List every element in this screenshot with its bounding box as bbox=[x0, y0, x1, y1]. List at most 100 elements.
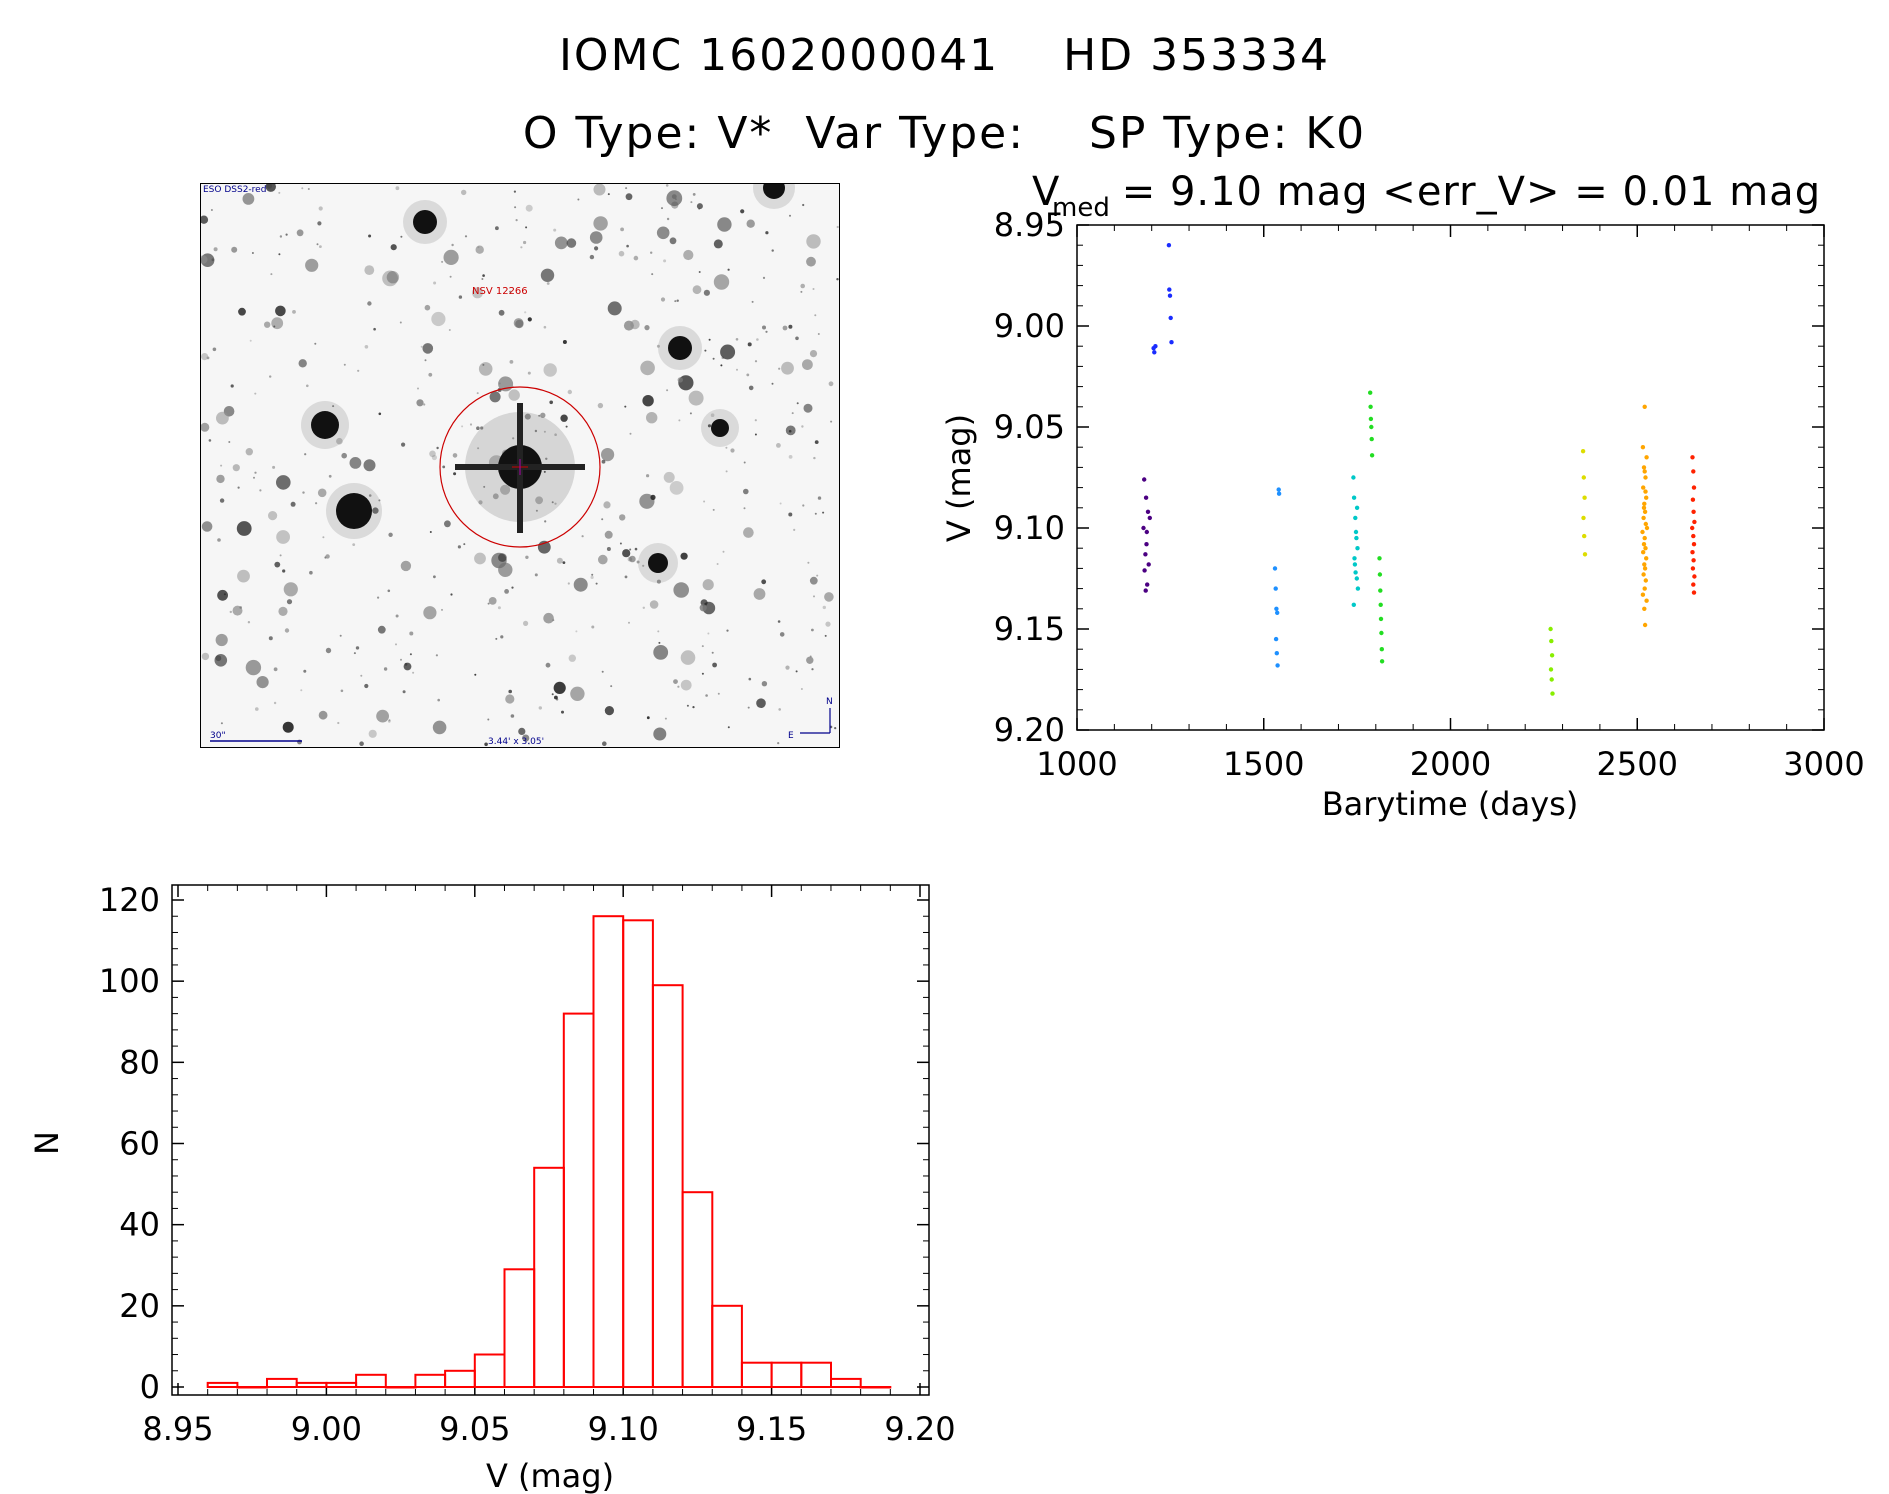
sky-star bbox=[618, 250, 625, 257]
sky-star bbox=[692, 706, 695, 709]
sky-star bbox=[302, 491, 305, 494]
sky-star bbox=[325, 554, 330, 559]
sky-star bbox=[364, 345, 369, 349]
sky-star bbox=[800, 688, 803, 690]
sky-star bbox=[538, 706, 542, 710]
y-tick-label: 120 bbox=[99, 881, 160, 919]
sky-star bbox=[478, 500, 483, 505]
sky-star bbox=[540, 268, 555, 282]
sky-star bbox=[743, 527, 754, 538]
histogram-bar bbox=[444, 1369, 476, 1389]
sky-star bbox=[524, 413, 531, 420]
sky-star bbox=[282, 721, 294, 733]
sky-star bbox=[200, 422, 210, 432]
sky-star bbox=[228, 441, 231, 443]
y-tick-label: 40 bbox=[119, 1206, 160, 1244]
sky-star bbox=[802, 504, 805, 507]
sky-star bbox=[245, 448, 253, 456]
histogram-bar bbox=[266, 1377, 298, 1389]
sky-star bbox=[429, 531, 432, 533]
sky-star bbox=[591, 573, 594, 576]
sky-star bbox=[680, 552, 688, 560]
sky-star bbox=[813, 456, 816, 460]
target-circle bbox=[439, 386, 601, 548]
data-point bbox=[1641, 542, 1647, 547]
sky-star bbox=[245, 659, 262, 676]
y-tick-label: 8.95 bbox=[994, 206, 1065, 244]
sky-star bbox=[717, 217, 732, 232]
data-point bbox=[1691, 533, 1696, 539]
sky-star bbox=[268, 636, 273, 641]
sky-star bbox=[424, 304, 431, 311]
sky-star bbox=[800, 283, 805, 289]
sky-star bbox=[707, 424, 712, 428]
sky-star bbox=[822, 511, 825, 514]
sky-star bbox=[660, 297, 666, 302]
sky-star bbox=[270, 273, 273, 276]
sky-star bbox=[781, 361, 794, 375]
data-point bbox=[1147, 515, 1153, 521]
sky-star bbox=[604, 706, 614, 716]
data-point bbox=[1377, 572, 1383, 577]
sky-star bbox=[451, 243, 454, 247]
sky-star bbox=[554, 236, 568, 250]
sky-star bbox=[319, 245, 322, 248]
data-point bbox=[1152, 350, 1157, 355]
sky-star bbox=[736, 368, 738, 371]
sky-star bbox=[779, 632, 785, 637]
sky-star bbox=[201, 521, 213, 532]
sky-star bbox=[735, 338, 739, 341]
light-curve-title-main: V bbox=[1032, 169, 1060, 215]
histogram-bar bbox=[236, 1386, 269, 1389]
sky-star bbox=[543, 612, 554, 624]
histogram-bar bbox=[414, 1373, 447, 1389]
sky-star bbox=[713, 274, 730, 290]
sky-star bbox=[337, 721, 340, 725]
data-point bbox=[1549, 677, 1554, 682]
sky-star bbox=[727, 726, 730, 729]
data-point bbox=[1275, 610, 1280, 615]
sky-star bbox=[795, 670, 798, 673]
sky-star bbox=[309, 570, 313, 575]
sky-star bbox=[400, 560, 412, 572]
sky-star bbox=[492, 493, 499, 500]
sky-star bbox=[266, 183, 273, 189]
data-point bbox=[1690, 455, 1695, 460]
x-tick-label: 9.15 bbox=[736, 1410, 807, 1448]
sky-star bbox=[610, 685, 613, 688]
sky-star bbox=[813, 595, 815, 598]
histogram-bar bbox=[711, 1304, 743, 1389]
sky-star bbox=[575, 630, 578, 633]
sky-star bbox=[328, 474, 332, 478]
sky-star bbox=[409, 631, 414, 636]
data-point bbox=[1691, 469, 1696, 474]
sky-star bbox=[747, 706, 750, 709]
sky-star bbox=[689, 412, 692, 415]
sky-star bbox=[754, 433, 757, 436]
sky-star bbox=[788, 512, 793, 517]
sky-star bbox=[500, 635, 504, 639]
sky-star bbox=[383, 667, 388, 671]
sky-star bbox=[629, 548, 632, 551]
sky-star bbox=[663, 471, 675, 483]
sky-star bbox=[830, 420, 833, 423]
sky-star bbox=[201, 353, 209, 361]
sky-star bbox=[568, 654, 576, 662]
data-point bbox=[1378, 588, 1383, 593]
sky-star bbox=[368, 494, 372, 497]
sky-star bbox=[318, 206, 323, 211]
sky-star bbox=[510, 714, 515, 718]
sky-star bbox=[597, 402, 604, 409]
sky-star bbox=[441, 608, 443, 611]
bright-star bbox=[413, 210, 437, 234]
sky-star bbox=[535, 509, 538, 512]
y-tick-label: 100 bbox=[99, 962, 160, 1000]
sky-star bbox=[315, 502, 318, 505]
sky-star bbox=[702, 601, 716, 615]
sky-star bbox=[633, 255, 639, 261]
data-point bbox=[1582, 495, 1587, 500]
sky-star bbox=[431, 454, 437, 461]
sky-star bbox=[382, 270, 398, 287]
sky-star bbox=[232, 464, 240, 472]
data-point bbox=[1582, 533, 1587, 539]
